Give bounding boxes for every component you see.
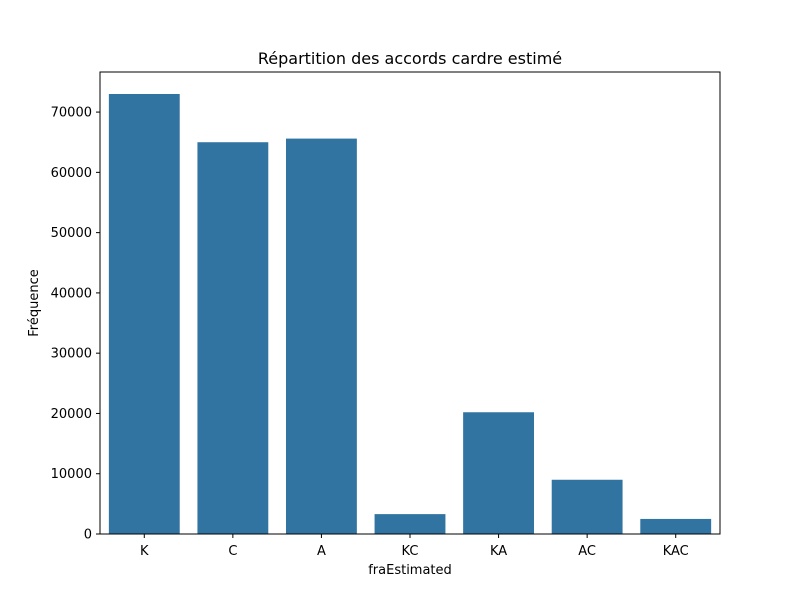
y-tick-label: 0 [84,528,92,543]
plot-frame [99,71,721,535]
y-tick-label: 50000 [51,226,92,241]
chart-title: Répartition des accords cardre estimé [258,49,562,68]
y-tick-label: 60000 [51,166,92,181]
bar-k [108,94,180,534]
bars [108,94,712,534]
y-tick-label: 70000 [51,106,92,121]
x-tick-label: KC [402,544,419,559]
x-tick-label: KAC [663,544,689,559]
bar-kac [640,518,712,534]
x-axis-ticks: K C A KC KA AC KAC [140,534,689,559]
x-axis-label: fraEstimated [368,563,452,578]
bar-a [286,138,357,534]
y-tick-label: 20000 [51,407,92,422]
x-tick-label: KA [490,544,507,559]
x-tick-label: K [140,544,149,559]
bar-kc [374,514,446,534]
y-axis-ticks: 0 10000 20000 30000 40000 50000 60000 70000 [51,106,100,543]
y-tick-label: 30000 [51,347,92,362]
bar-ka [463,412,534,534]
y-axis-label: Fréquence [27,269,42,336]
y-tick-label: 40000 [51,286,92,301]
x-tick-label: A [317,544,326,559]
bar-c [197,142,269,534]
x-tick-label: C [228,544,237,559]
y-tick-label: 10000 [51,467,92,482]
x-tick-label: AC [578,544,596,559]
bar-ac [551,479,623,534]
